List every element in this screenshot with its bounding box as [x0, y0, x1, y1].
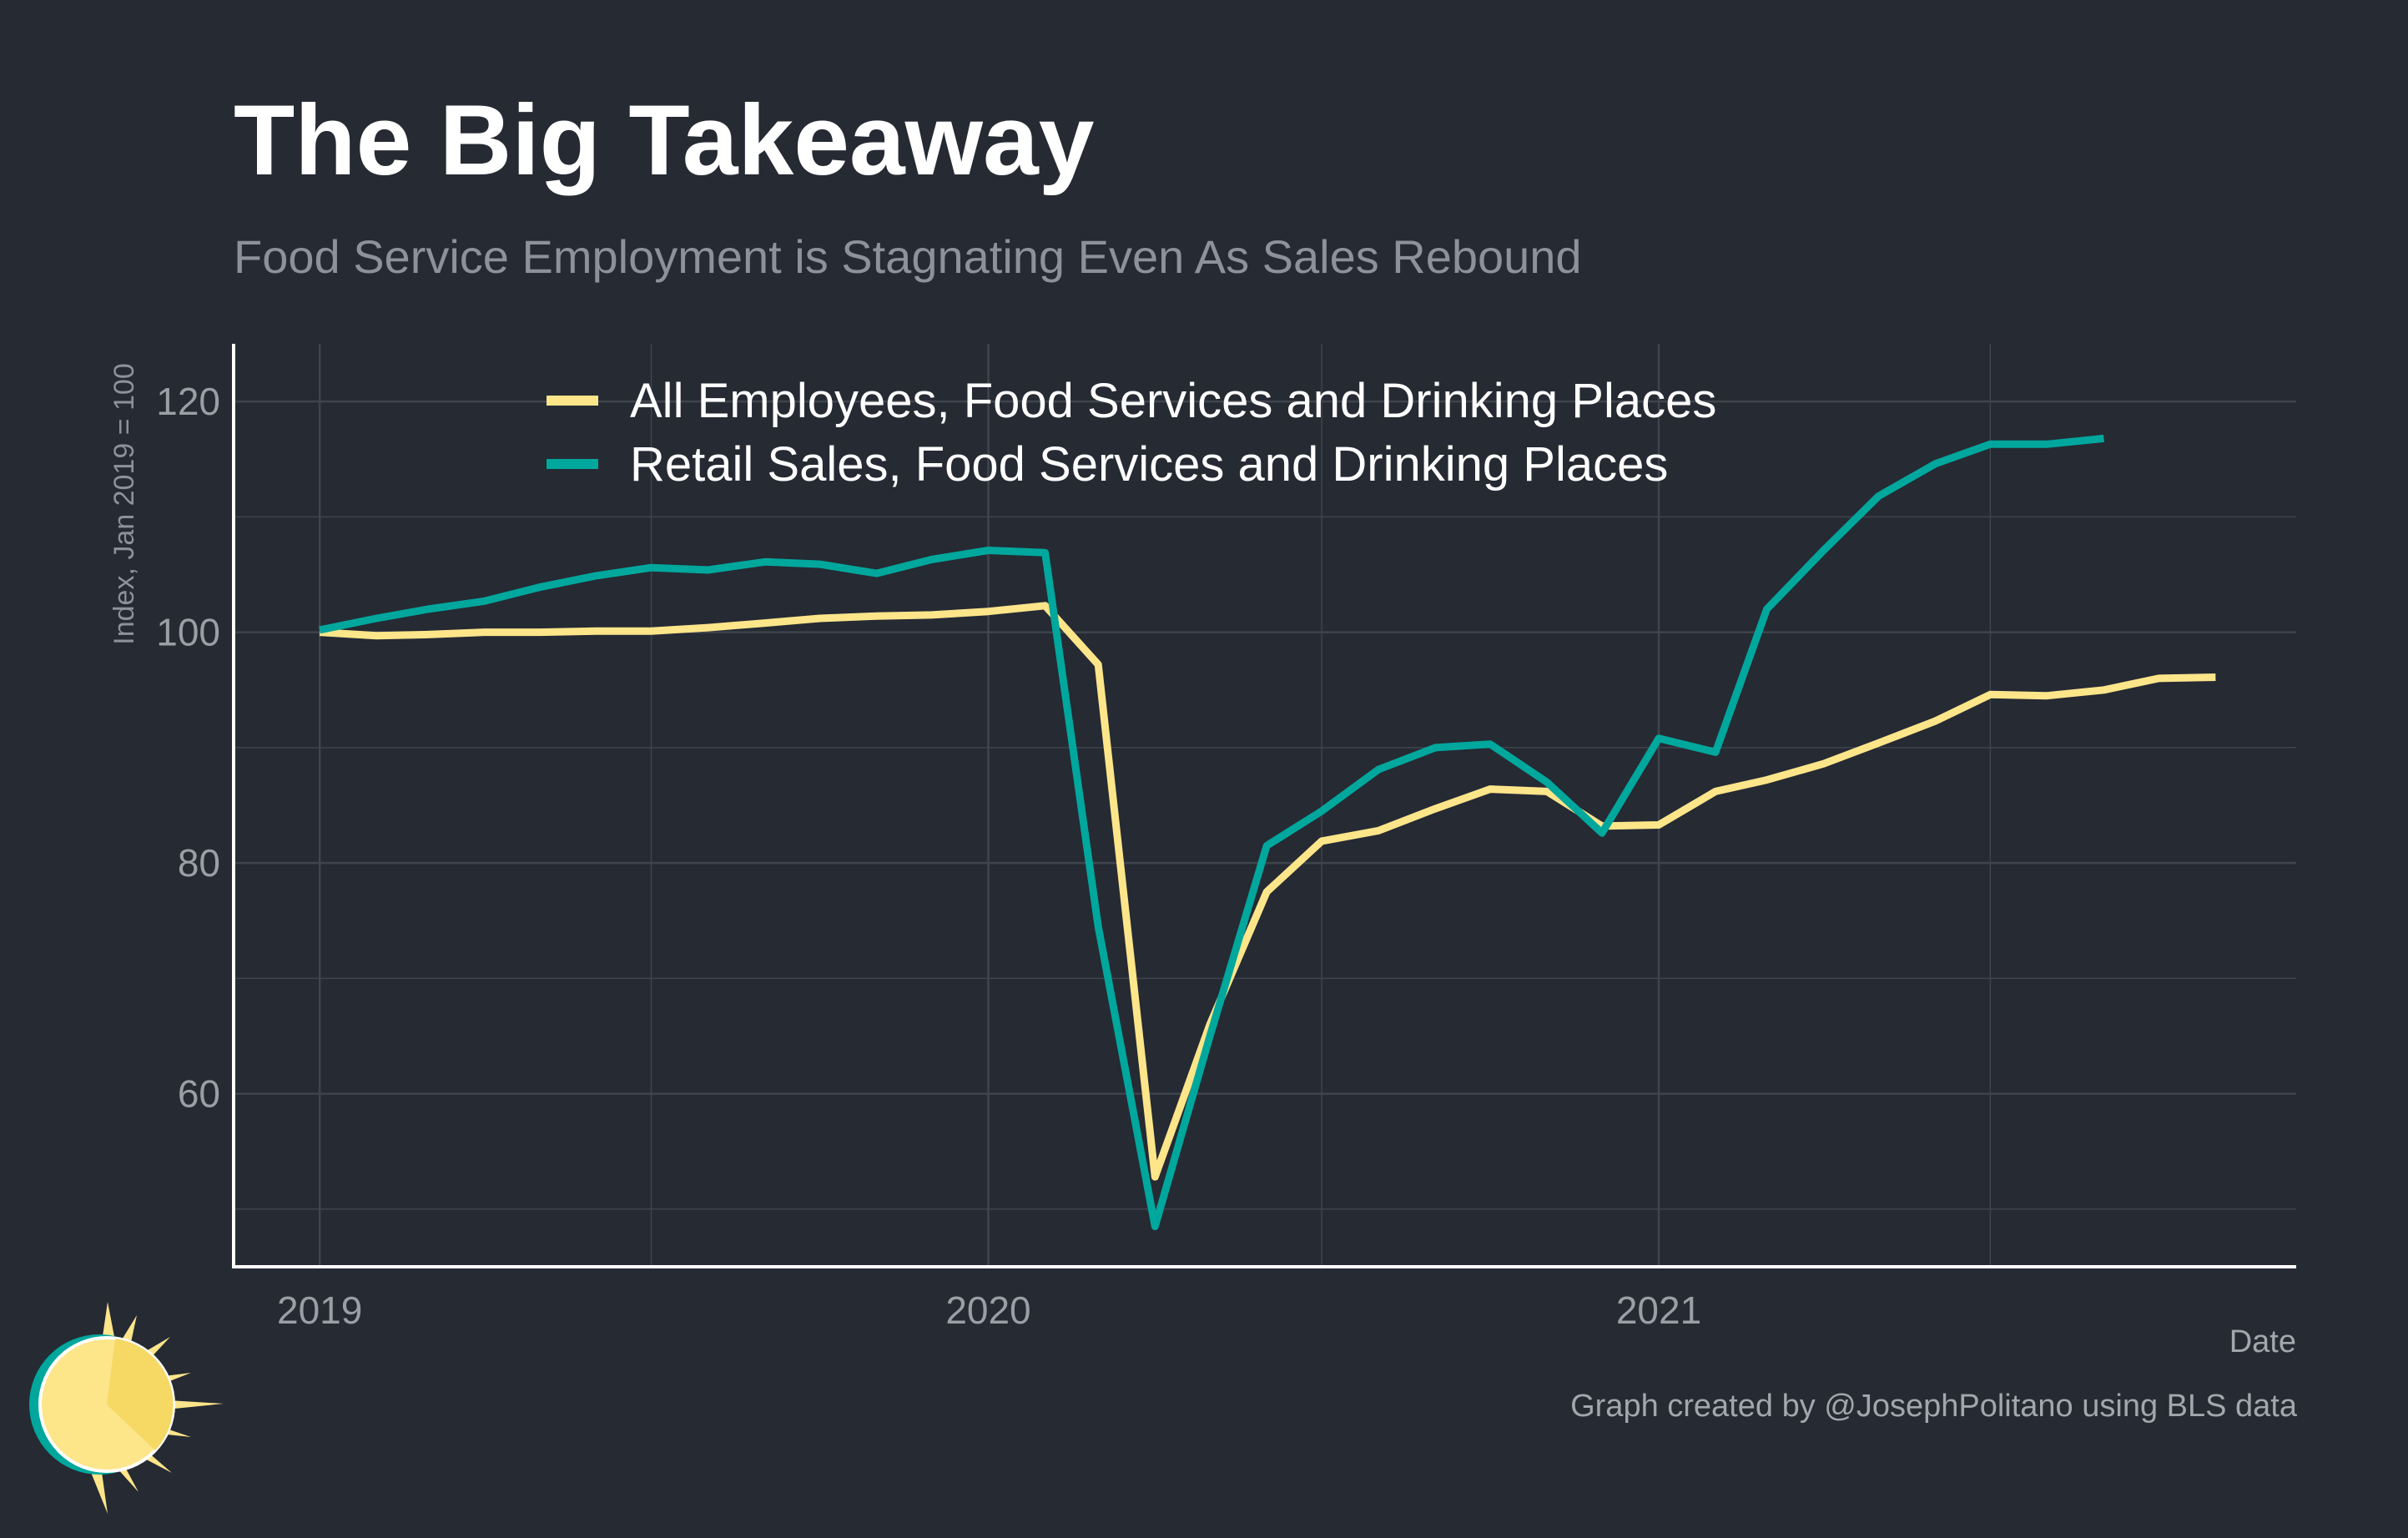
y-tick-label: 120: [156, 380, 220, 423]
chart-title: The Big Takeaway: [234, 84, 1095, 196]
series-line-1: [319, 602, 2216, 1181]
y-axis-label: Index, Jan 2019 = 100: [108, 363, 140, 644]
y-tick-label: 60: [178, 1072, 220, 1116]
x-tick-label: 2019: [277, 1288, 362, 1332]
x-tick-label: 2021: [1616, 1288, 1701, 1332]
x-axis-label: Date: [2229, 1324, 2296, 1359]
source-footnote: Graph created by @JosephPolitano using B…: [1570, 1389, 2297, 1424]
series-lines: [319, 434, 2216, 1231]
sun-logo-icon: [29, 1302, 224, 1514]
legend-label: All Employees, Food Services and Drinkin…: [630, 374, 1716, 428]
x-tick-label: 2020: [945, 1288, 1030, 1332]
tick-labels: 2019 2020 2021 60 80 100 120: [156, 380, 1701, 1332]
y-tick-label: 100: [156, 611, 220, 654]
y-tick-label: 80: [178, 841, 220, 885]
legend-label: Retail Sales, Food Services and Drinking…: [630, 437, 1668, 492]
chart-subtitle: Food Service Employment is Stagnating Ev…: [234, 230, 1582, 283]
legend: All Employees, Food Services and Drinkin…: [547, 374, 1716, 492]
series-line-2: [319, 434, 2104, 1231]
grid-lines: [234, 344, 2296, 1267]
axes: [232, 344, 2296, 1268]
